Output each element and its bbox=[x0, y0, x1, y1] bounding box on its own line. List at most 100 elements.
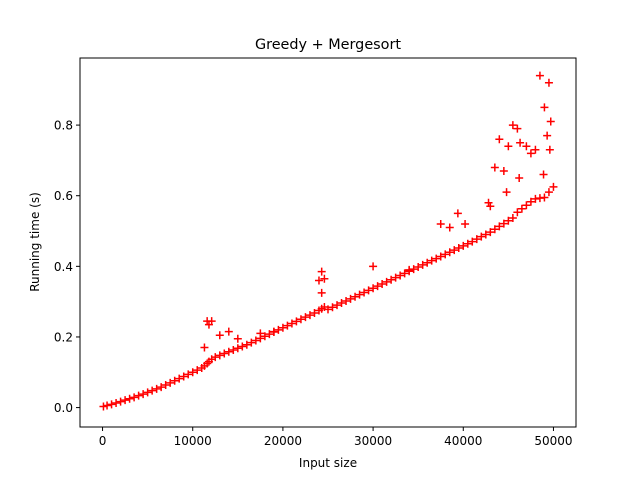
data-point-marker bbox=[260, 332, 269, 341]
data-point-marker bbox=[513, 124, 522, 133]
data-point-marker bbox=[508, 213, 517, 222]
data-point-marker bbox=[423, 258, 432, 267]
data-point-marker bbox=[296, 315, 305, 324]
data-point-marker bbox=[314, 276, 323, 285]
data-point-marker bbox=[274, 325, 283, 334]
data-point-marker bbox=[103, 401, 112, 410]
data-point-marker bbox=[342, 296, 351, 305]
data-point-marker bbox=[516, 138, 525, 147]
data-point-marker bbox=[486, 202, 495, 211]
data-point-marker bbox=[468, 237, 477, 246]
data-point-marker bbox=[543, 131, 552, 140]
data-point-marker bbox=[211, 353, 220, 362]
data-point-marker bbox=[184, 370, 193, 379]
data-point-marker bbox=[233, 344, 242, 353]
x-tick-label: 10000 bbox=[174, 434, 212, 448]
data-point-marker bbox=[544, 78, 553, 87]
y-tick-label: 0.0 bbox=[54, 401, 73, 415]
data-point-marker bbox=[107, 400, 116, 409]
x-tick-label: 30000 bbox=[354, 434, 392, 448]
data-point-marker bbox=[369, 284, 378, 293]
data-point-marker bbox=[490, 225, 499, 234]
data-point-marker bbox=[324, 305, 332, 314]
data-point-marker bbox=[310, 308, 319, 317]
data-point-marker bbox=[179, 372, 188, 381]
data-point-marker bbox=[427, 256, 436, 265]
data-point-marker bbox=[238, 342, 247, 351]
data-point-marker bbox=[251, 336, 260, 345]
data-point-marker bbox=[247, 338, 256, 347]
chart-title: Greedy + Mergesort bbox=[255, 37, 401, 53]
x-tick-label: 20000 bbox=[264, 434, 302, 448]
y-tick-label: 0.6 bbox=[54, 189, 73, 203]
data-point-marker bbox=[445, 223, 454, 232]
data-point-marker bbox=[317, 288, 326, 297]
data-point-marker bbox=[233, 334, 242, 343]
data-point-marker bbox=[364, 286, 373, 295]
data-point-marker bbox=[396, 271, 405, 280]
data-point-marker bbox=[499, 166, 508, 175]
data-point-marker bbox=[256, 329, 265, 338]
data-point-marker bbox=[445, 248, 454, 257]
data-point-marker bbox=[432, 254, 441, 263]
y-axis-label: Running time (s) bbox=[28, 192, 42, 292]
data-point-marker bbox=[453, 209, 462, 218]
data-point-marker bbox=[546, 117, 555, 126]
data-point-marker bbox=[526, 197, 535, 206]
data-point-marker bbox=[549, 182, 558, 191]
data-point-marker bbox=[484, 198, 493, 207]
data-point-marker bbox=[540, 103, 549, 112]
data-point-marker bbox=[242, 340, 251, 349]
y-tick-label: 0.4 bbox=[54, 260, 73, 274]
data-point-marker bbox=[333, 301, 342, 310]
data-point-marker bbox=[481, 230, 490, 239]
data-point-marker bbox=[166, 378, 175, 387]
data-point-marker bbox=[517, 204, 526, 213]
data-point-marker bbox=[317, 267, 326, 276]
data-point-marker bbox=[148, 386, 157, 395]
data-point-marker bbox=[508, 121, 517, 130]
data-point-marker bbox=[436, 219, 445, 228]
data-point-marker bbox=[436, 252, 445, 261]
data-point-marker bbox=[461, 219, 470, 228]
data-point-marker bbox=[539, 170, 548, 179]
data-point-marker bbox=[531, 145, 540, 154]
x-tick-label: 0 bbox=[99, 434, 107, 448]
data-point-marker bbox=[414, 263, 423, 272]
data-markers bbox=[99, 71, 558, 411]
data-point-marker bbox=[454, 243, 463, 252]
data-point-marker bbox=[175, 374, 184, 383]
data-point-marker bbox=[130, 393, 139, 402]
data-point-marker bbox=[441, 250, 450, 259]
data-point-marker bbox=[193, 366, 202, 375]
data-point-marker bbox=[504, 142, 513, 151]
data-point-marker bbox=[215, 351, 224, 360]
data-point-marker bbox=[328, 303, 337, 312]
data-point-marker bbox=[486, 228, 495, 237]
data-point-marker bbox=[477, 232, 486, 241]
y-axis-ticks: 0.0 0.2 0.4 0.6 0.8 bbox=[54, 119, 80, 415]
data-point-marker bbox=[391, 273, 400, 282]
data-point-marker bbox=[269, 327, 278, 336]
data-point-marker bbox=[522, 142, 531, 151]
data-point-marker bbox=[200, 343, 209, 352]
data-point-marker bbox=[515, 174, 524, 183]
data-point-marker bbox=[502, 188, 511, 197]
data-point-marker bbox=[121, 396, 130, 405]
x-axis-label: Input size bbox=[299, 456, 357, 470]
data-point-marker bbox=[387, 275, 396, 284]
data-point-marker bbox=[463, 239, 472, 248]
data-point-marker bbox=[143, 388, 152, 397]
data-point-marker bbox=[495, 135, 504, 144]
data-point-marker bbox=[112, 398, 121, 407]
data-point-marker bbox=[278, 323, 287, 332]
data-point-marker bbox=[139, 390, 148, 399]
data-point-marker bbox=[545, 145, 554, 154]
data-point-marker bbox=[161, 380, 170, 389]
data-point-marker bbox=[513, 208, 522, 217]
data-point-marker bbox=[369, 262, 378, 271]
data-point-marker bbox=[152, 384, 161, 393]
data-point-marker bbox=[207, 317, 216, 326]
